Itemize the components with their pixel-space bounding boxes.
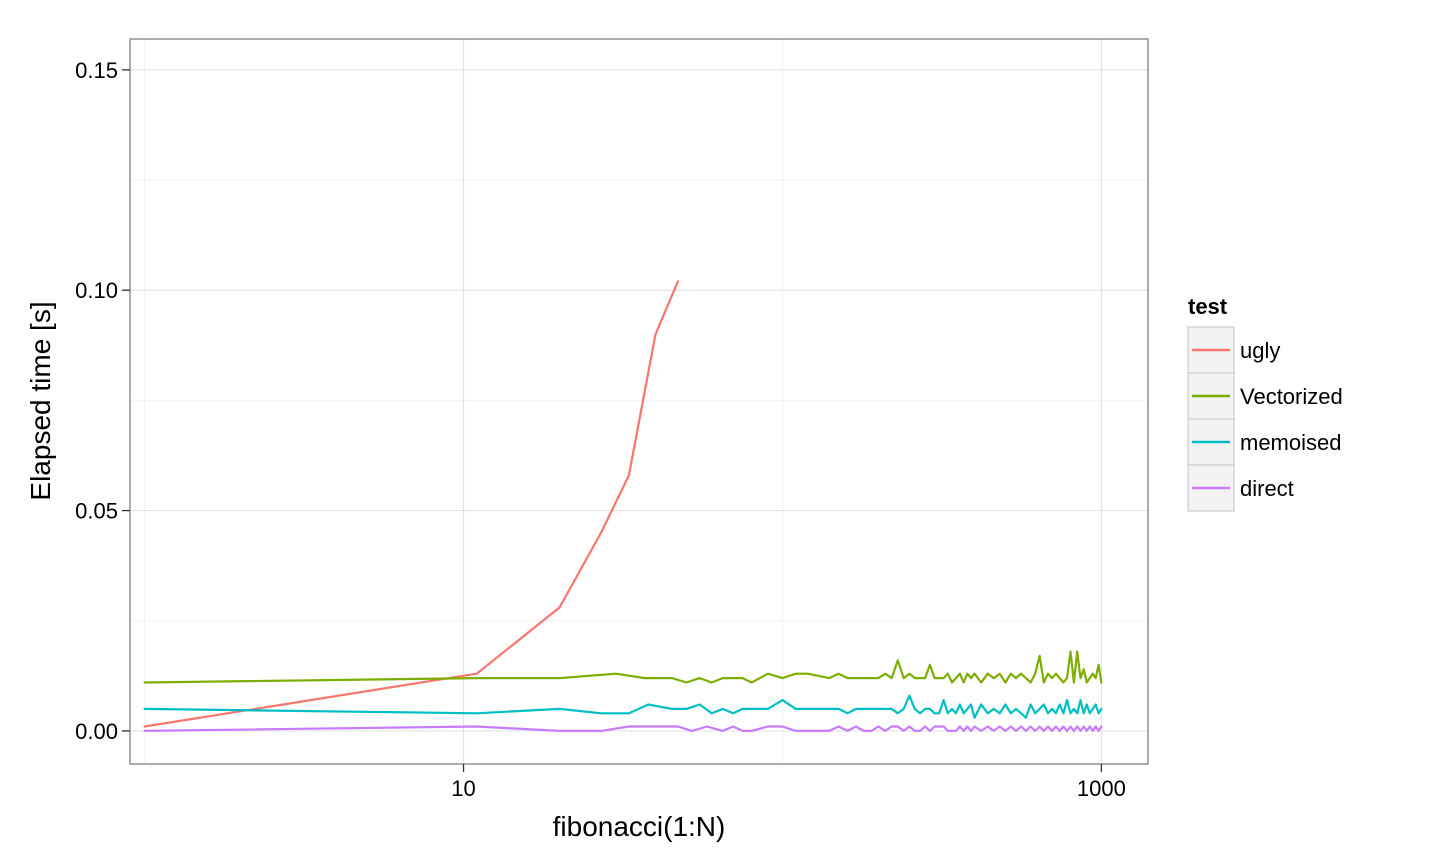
y-tick-label: 0.10 — [75, 278, 118, 303]
legend-label-direct: direct — [1240, 476, 1294, 501]
series-line-memoised — [143, 694, 1103, 719]
legend-label-memoised: memoised — [1240, 430, 1341, 455]
legend-title: test — [1188, 294, 1228, 319]
x-tick-label: 10 — [451, 776, 475, 801]
x-axis-title: fibonacci(1:N) — [553, 811, 726, 842]
legend-label-ugly: ugly — [1240, 338, 1280, 363]
plot-border — [129, 38, 1149, 765]
x-tick-label: 1000 — [1077, 776, 1126, 801]
y-tick-label: 0.15 — [75, 58, 118, 83]
grid-minor — [130, 39, 1148, 764]
y-axis-title: Elapsed time [s] — [25, 301, 56, 500]
y-tick-label: 0.05 — [75, 499, 118, 524]
y-axis: 0.00 0.05 0.10 0.15 — [75, 58, 130, 744]
x-axis: 10 1000 — [451, 764, 1126, 801]
series-line-ugly — [143, 280, 680, 728]
legend-label-vectorized: Vectorized — [1240, 384, 1343, 409]
series-line-direct — [143, 725, 1103, 733]
legend: test ugly Vectorized memoised direct — [1187, 294, 1343, 512]
series-line-vectorized — [143, 650, 1103, 684]
series-layer — [143, 280, 1103, 733]
plot-area — [129, 38, 1149, 765]
grid-major — [130, 39, 1148, 764]
y-tick-label: 0.00 — [75, 719, 118, 744]
